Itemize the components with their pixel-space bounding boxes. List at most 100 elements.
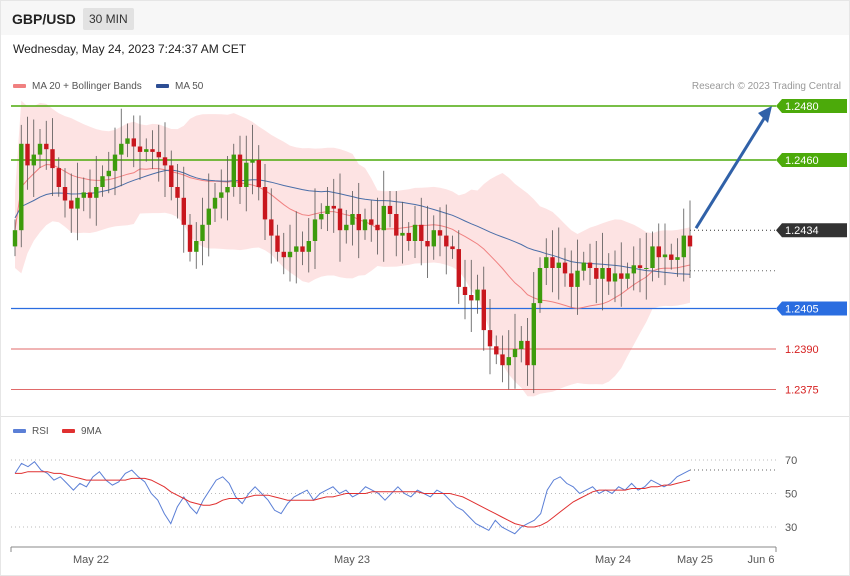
legend-ma20: MA 20 + Bollinger Bands (13, 81, 142, 92)
candle-body (275, 235, 280, 252)
legend-9ma: 9MA (62, 426, 102, 437)
x-tick-label: May 24 (595, 554, 631, 566)
rsi-level-label: 70 (785, 455, 797, 467)
candle-body (481, 289, 486, 331)
candle-body (569, 273, 574, 287)
candle-body (287, 251, 293, 258)
candle-body (381, 205, 386, 231)
rsi-swatch (13, 429, 26, 434)
candle-body (650, 246, 655, 268)
candle-body (231, 154, 236, 187)
candle-body (625, 273, 630, 279)
candle-body (375, 224, 380, 231)
candle-body (350, 214, 355, 225)
candle-body (519, 340, 524, 349)
candle-body (237, 154, 243, 187)
candle-body (637, 265, 643, 268)
level-tag-1.2390: 1.2390 (785, 344, 819, 356)
candle-body (631, 265, 636, 274)
candle-body (469, 295, 474, 301)
candle-body (219, 192, 224, 198)
candle-body (337, 208, 343, 231)
candle-body (450, 246, 455, 250)
candle-body (344, 224, 349, 231)
candle-body (475, 289, 480, 301)
candle-body (44, 143, 49, 150)
candle-body (294, 246, 299, 252)
candle-body (87, 192, 93, 198)
candle-body (687, 235, 693, 247)
candle-body (175, 187, 180, 198)
legend-rsi: RSI (13, 426, 49, 437)
candle-body (281, 251, 286, 258)
level-label: 1.2460 (785, 155, 819, 167)
candle-body (206, 208, 211, 225)
candles (12, 108, 693, 394)
candle-body (56, 168, 61, 187)
candle-body (106, 170, 111, 177)
candle-body (194, 241, 199, 252)
candle-body (331, 205, 336, 209)
candle-body (300, 246, 305, 252)
candle-body (319, 214, 324, 220)
rsi-level-label: 30 (785, 522, 797, 534)
candle-body (356, 214, 361, 231)
forecast-arrow-line (694, 116, 767, 229)
candle-body (256, 160, 261, 187)
level-tag-bg (776, 301, 847, 316)
level-tag-1.2405: 1.2405 (776, 301, 847, 316)
candle-body (187, 224, 193, 252)
candle-body (119, 143, 124, 155)
candle-body (50, 149, 55, 169)
candle-body (94, 187, 99, 198)
candle-body (412, 224, 418, 241)
candle-body (612, 273, 618, 282)
timeframe-button[interactable]: 30 MIN (83, 8, 134, 30)
level-tag-bg (776, 99, 847, 113)
level-label: 1.2434 (785, 225, 819, 237)
candle-body (162, 157, 168, 166)
rsi-level-label: 50 (785, 489, 797, 501)
bollinger-band-area (15, 100, 690, 397)
candle-body (69, 200, 74, 209)
candle-body (444, 235, 449, 247)
ma50-swatch (156, 84, 169, 89)
candle-body (12, 230, 18, 247)
candle-body (81, 192, 86, 198)
candle-body (662, 254, 668, 258)
forecast-arrow-head (758, 106, 772, 123)
candle-body (262, 187, 268, 220)
candle-body (606, 268, 611, 282)
candle-body (619, 273, 624, 279)
candle-body (169, 165, 174, 187)
x-tick-label: May 22 (73, 554, 109, 566)
candle-body (406, 232, 411, 241)
candle-body (75, 197, 80, 209)
copyright-text: Research © 2023 Trading Central (691, 81, 841, 92)
candle-body (131, 138, 136, 147)
candle-body (681, 235, 686, 258)
candle-body (556, 262, 561, 268)
candle-body (525, 340, 530, 366)
ma9-swatch (62, 429, 75, 434)
candle-body (456, 249, 461, 287)
candle-body (200, 224, 205, 241)
level-label: 1.2390 (785, 344, 819, 356)
candle-body (362, 219, 368, 231)
candle-body (325, 205, 330, 214)
symbol-title: GBP/USD (12, 11, 76, 27)
rsi-ma-line (15, 471, 691, 528)
x-tick-label: Jun 6 (748, 554, 775, 566)
candle-body (500, 354, 505, 366)
x-tick-label: May 25 (677, 554, 713, 566)
candle-body (144, 149, 149, 152)
candle-body (462, 286, 468, 295)
candle-body (600, 268, 605, 279)
candle-body (400, 232, 405, 236)
candle-body (425, 241, 430, 247)
chart-header: GBP/USD 30 MIN (1, 1, 849, 35)
candle-body (487, 330, 493, 347)
candle-body (212, 197, 218, 209)
candle-body (25, 143, 30, 166)
